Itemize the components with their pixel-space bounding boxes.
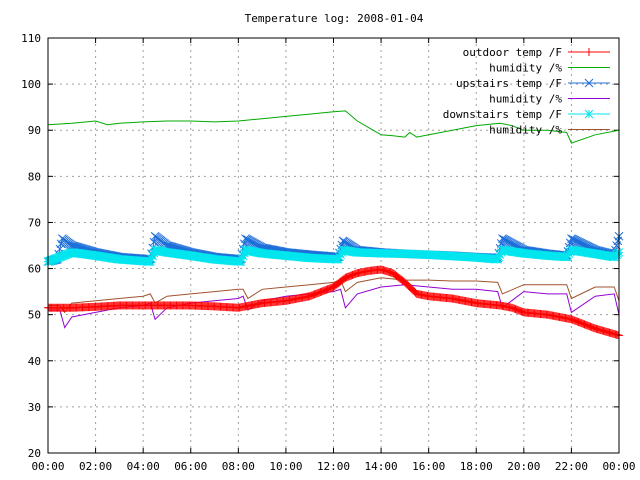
x-tick-label: 06:00 <box>174 460 207 473</box>
y-tick-label: 110 <box>21 32 41 45</box>
x-tick-label: 00:00 <box>602 460 635 473</box>
x-tick-label: 18:00 <box>460 460 493 473</box>
legend-label: outdoor temp /F <box>463 46 562 59</box>
y-tick-label: 90 <box>28 124 41 137</box>
series-0 <box>44 265 623 340</box>
y-tick-label: 100 <box>21 78 41 91</box>
y-tick-label: 50 <box>28 309 41 322</box>
legend-label: downstairs temp /F <box>443 108 562 121</box>
x-tick-label: 12:00 <box>317 460 350 473</box>
legend-label: upstairs temp /F <box>456 77 562 90</box>
plot-frame <box>47 37 620 454</box>
series-lines <box>43 110 624 340</box>
legend-label: humidity /% <box>489 62 562 75</box>
chart-title: Temperature log: 2008-01-04 <box>245 12 424 25</box>
x-tick-label: 20:00 <box>507 460 540 473</box>
y-tick-label: 70 <box>28 216 41 229</box>
legend-marker <box>585 48 593 56</box>
x-tick-label: 22:00 <box>555 460 588 473</box>
axes: 20 30 40 50 60 70 80 90 100 110 00:00 02:00 04:00 06:… <box>21 32 635 473</box>
y-tick-label: 20 <box>28 447 41 460</box>
legend-label: humidity /% <box>489 124 562 137</box>
legend-label: humidity /% <box>489 93 562 106</box>
series-1 <box>47 110 620 144</box>
y-tick-label: 30 <box>28 401 41 414</box>
x-tick-label: 16:00 <box>412 460 445 473</box>
y-tick-label: 80 <box>28 170 41 183</box>
x-tick-label: 02:00 <box>79 460 112 473</box>
y-tick-label: 60 <box>28 263 41 276</box>
legend: outdoor temp /F humidity /% upstairs temp … <box>443 46 610 137</box>
data-point <box>67 241 77 250</box>
series-line <box>48 277 620 314</box>
x-tick-label: 14:00 <box>365 460 398 473</box>
x-tick-label: 00:00 <box>31 460 64 473</box>
legend-marker <box>584 78 594 88</box>
y-tick-label: 40 <box>28 355 41 368</box>
x-tick-label: 04:00 <box>127 460 160 473</box>
legend-marker <box>584 109 594 119</box>
series-4 <box>43 245 624 266</box>
series-5 <box>48 277 620 314</box>
x-tick-label: 08:00 <box>222 460 255 473</box>
x-tick-label: 10:00 <box>269 460 302 473</box>
series-line <box>47 110 620 144</box>
